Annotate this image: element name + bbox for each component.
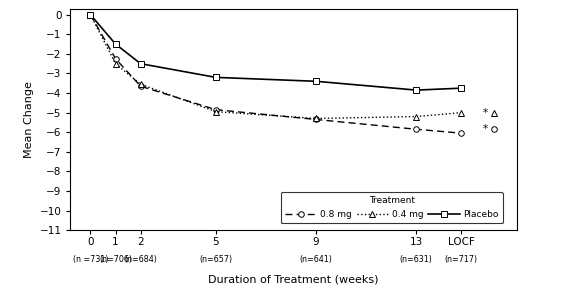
Text: *: * — [483, 124, 488, 134]
Text: (n=717): (n=717) — [445, 255, 478, 264]
0.8 mg — [87, 13, 94, 17]
Text: (n =731): (n =731) — [73, 255, 108, 264]
Text: (n=706): (n=706) — [99, 255, 132, 264]
X-axis label: Duration of Treatment (weeks): Duration of Treatment (weeks) — [208, 275, 379, 285]
0.4 mg — [212, 110, 220, 113]
Text: (n=657): (n=657) — [199, 255, 232, 264]
Placebo — [87, 13, 94, 17]
Text: *: * — [483, 108, 488, 118]
Legend: 0.8 mg, 0.4 mg, Placebo: 0.8 mg, 0.4 mg, Placebo — [281, 192, 503, 223]
Placebo — [458, 86, 465, 90]
0.8 mg — [413, 127, 420, 131]
0.8 mg — [458, 131, 465, 135]
Placebo — [137, 62, 144, 65]
Placebo — [112, 42, 119, 46]
Line: 0.8 mg: 0.8 mg — [87, 12, 464, 136]
0.4 mg — [458, 111, 465, 114]
0.4 mg — [413, 115, 420, 118]
Text: (n=641): (n=641) — [299, 255, 332, 264]
0.8 mg — [137, 84, 144, 88]
Text: (n=631): (n=631) — [400, 255, 433, 264]
0.4 mg — [137, 83, 144, 86]
0.4 mg — [312, 117, 319, 120]
Line: Placebo: Placebo — [87, 12, 464, 93]
Line: 0.4 mg: 0.4 mg — [87, 12, 464, 121]
0.8 mg — [312, 118, 319, 121]
0.4 mg — [112, 62, 119, 65]
0.8 mg — [112, 57, 119, 60]
Y-axis label: Mean Change: Mean Change — [24, 81, 34, 158]
Placebo — [312, 80, 319, 83]
Text: (n=684): (n=684) — [124, 255, 157, 264]
0.8 mg — [212, 108, 220, 112]
Placebo — [413, 88, 420, 92]
0.4 mg — [87, 13, 94, 17]
Placebo — [212, 76, 220, 79]
